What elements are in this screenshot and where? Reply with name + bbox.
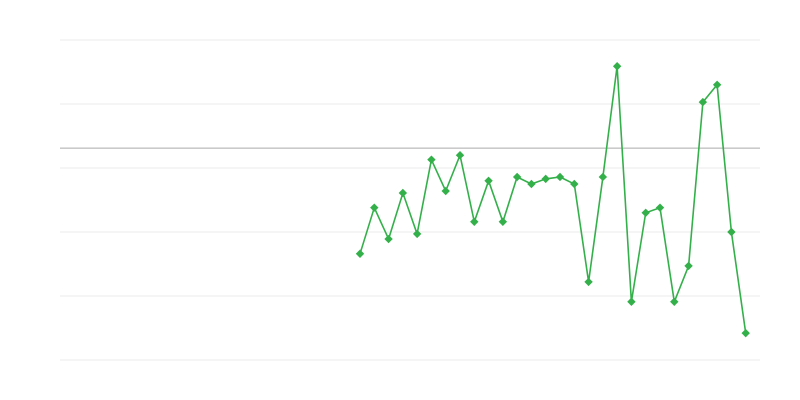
data-point [484, 176, 493, 185]
data-point [555, 172, 565, 182]
data-point [355, 249, 365, 258]
data-point [455, 151, 465, 160]
series-line [359, 66, 747, 334]
data-point [412, 229, 422, 239]
data-point [512, 172, 522, 182]
data-point [641, 208, 650, 217]
data-point [741, 328, 750, 338]
data-point [698, 97, 708, 107]
series-markers [355, 62, 750, 338]
data-point [712, 80, 722, 89]
data-point [627, 297, 636, 306]
gridlines [60, 39, 760, 361]
data-point [470, 217, 479, 226]
data-point [541, 174, 550, 184]
data-point [584, 277, 593, 287]
data-point [498, 217, 508, 226]
data-point [384, 234, 393, 244]
data-point [670, 297, 679, 306]
data-point [570, 179, 579, 189]
data-point [398, 188, 408, 198]
data-point [370, 203, 379, 212]
data-point [441, 186, 450, 196]
data-point [598, 172, 608, 182]
data-point [684, 261, 693, 271]
data-point [427, 155, 436, 164]
data-point [527, 179, 536, 189]
data-point [612, 62, 622, 71]
data-point [727, 227, 736, 237]
data-point [655, 203, 665, 212]
